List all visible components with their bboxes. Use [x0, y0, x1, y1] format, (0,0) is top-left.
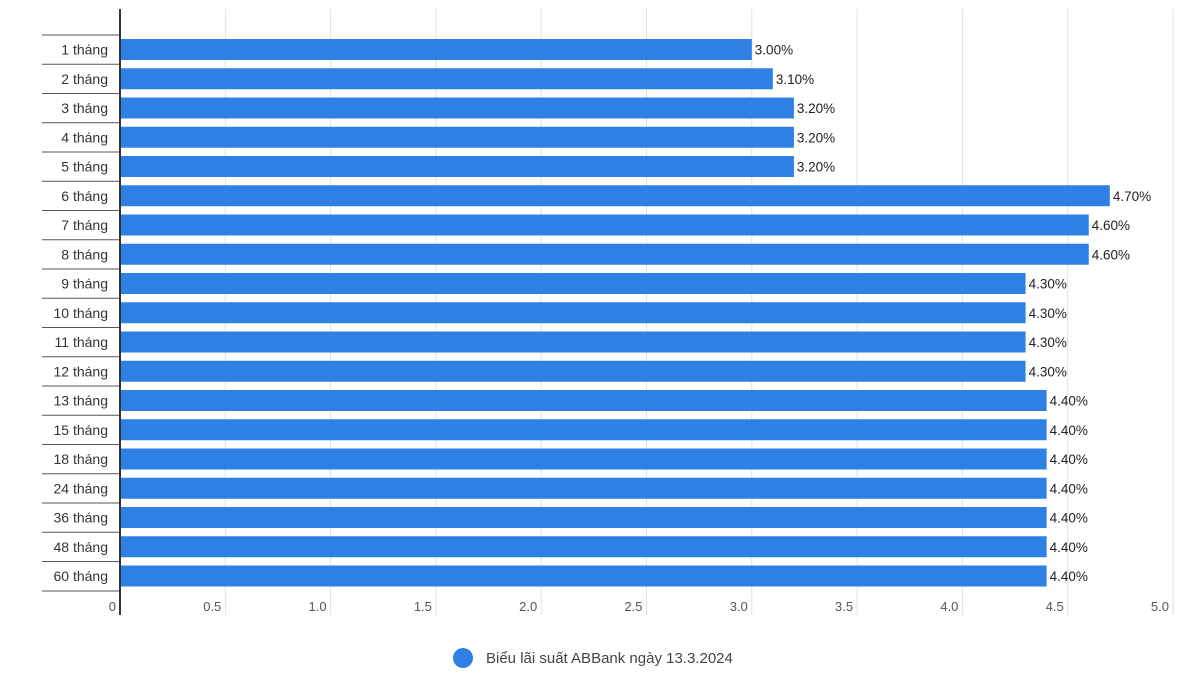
category-label: 24 tháng [54, 480, 109, 496]
bar [120, 243, 1089, 265]
category-label: 1 tháng [61, 42, 108, 58]
bar [120, 126, 794, 148]
bar [120, 97, 794, 119]
category-label: 9 tháng [61, 276, 108, 292]
data-label: 3.20% [797, 130, 835, 145]
bar [120, 214, 1089, 236]
axis-layer: 0 0.5 1.0 1.5 2.0 2.5 3.0 3.5 4.0 4.5 5.0 1 tháng 2 … [42, 9, 1169, 615]
data-label: 3.00% [755, 43, 793, 58]
legend-label: Biểu lãi suất ABBank ngày 13.3.2024 [486, 650, 733, 667]
x-tick-label: 1.0 [309, 599, 327, 614]
category-label: 13 tháng [54, 393, 109, 409]
data-label: 4.40% [1050, 511, 1088, 526]
bar [120, 39, 752, 60]
legend: Biểu lãi suất ABBank ngày 13.3.2024 [453, 648, 733, 668]
x-tick-label: 5.0 [1151, 599, 1169, 614]
bar [120, 507, 1047, 528]
data-label: 4.60% [1092, 218, 1130, 233]
x-tick-label: 0 [109, 599, 116, 614]
bar [120, 156, 794, 177]
category-label: 15 tháng [54, 422, 109, 438]
data-label: 4.30% [1029, 306, 1067, 321]
category-label: 3 tháng [61, 100, 108, 116]
bar [120, 273, 1026, 294]
data-label: 4.30% [1029, 277, 1067, 292]
category-label: 7 tháng [61, 217, 108, 233]
data-label: 4.40% [1050, 394, 1088, 409]
category-label: 4 tháng [61, 129, 108, 145]
x-tick-label: 0.5 [203, 599, 221, 614]
data-label: 4.40% [1050, 569, 1088, 584]
x-tick-label: 1.5 [414, 599, 432, 614]
bar [120, 477, 1047, 499]
category-label: 8 tháng [61, 246, 108, 262]
data-label: 4.60% [1092, 247, 1130, 262]
data-label: 3.10% [776, 72, 814, 87]
category-label: 2 tháng [61, 71, 108, 87]
data-label: 4.40% [1050, 452, 1088, 467]
bar [120, 185, 1110, 207]
data-label: 4.70% [1113, 189, 1151, 204]
bar [120, 360, 1026, 382]
bar [120, 419, 1047, 441]
bars-layer: 3.00% 3.10% 3.20% 3.20% 3.20% 4.70% 4.60% 4.60%… [120, 39, 1151, 587]
category-label: 12 tháng [54, 363, 109, 379]
category-label: 10 tháng [54, 305, 109, 321]
x-tick-label: 3.5 [835, 599, 853, 614]
category-label: 11 tháng [55, 334, 108, 350]
category-label: 6 tháng [61, 188, 108, 204]
bar [120, 302, 1026, 324]
data-label: 3.20% [797, 160, 835, 175]
x-tick-label: 3.0 [730, 599, 748, 614]
bar [120, 565, 1047, 587]
category-label: 60 tháng [54, 568, 109, 584]
category-label: 18 tháng [54, 451, 109, 467]
legend-marker [453, 648, 473, 668]
category-label: 48 tháng [54, 539, 109, 555]
bar [120, 68, 773, 90]
bar [120, 331, 1026, 353]
bar [120, 448, 1047, 470]
data-label: 4.40% [1050, 540, 1088, 555]
x-tick-label: 4.0 [940, 599, 958, 614]
bar [120, 390, 1047, 411]
data-label: 3.20% [797, 101, 835, 116]
data-label: 4.30% [1029, 335, 1067, 350]
bar [120, 536, 1047, 558]
data-label: 4.40% [1050, 423, 1088, 438]
category-label: 36 tháng [54, 510, 109, 526]
data-label: 4.40% [1050, 481, 1088, 496]
category-label: 5 tháng [61, 159, 108, 175]
data-label: 4.30% [1029, 364, 1067, 379]
x-tick-label: 2.0 [519, 599, 537, 614]
x-tick-label: 4.5 [1046, 599, 1064, 614]
x-tick-label: 2.5 [624, 599, 642, 614]
